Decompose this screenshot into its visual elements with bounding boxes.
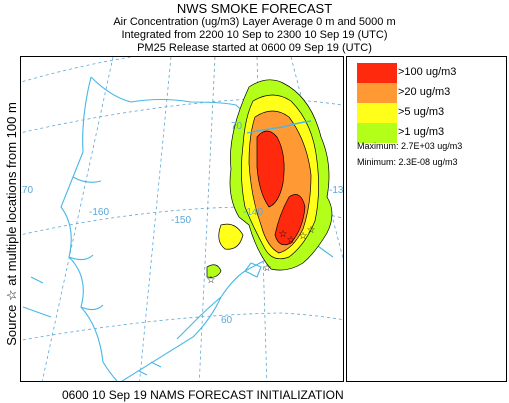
- coastline-inlets: [68, 176, 104, 311]
- source-marker: ☆: [207, 275, 216, 286]
- islands-west: [22, 276, 52, 318]
- graticule-meridian-130: [290, 57, 343, 260]
- smoke-plume: [206, 79, 333, 278]
- legend-item: >5 ug/m3: [357, 103, 507, 123]
- label-lon-170: -170: [21, 185, 33, 196]
- label-lon-160: -160: [89, 207, 109, 218]
- islands-south: [138, 361, 162, 376]
- source-location-label: Source ☆ at multiple locations from 100 …: [4, 102, 19, 346]
- forecast-initialization-footer: 0600 10 Sep 19 NAMS FORECAST INITIALIZAT…: [62, 388, 344, 402]
- graticule-parallel-60: [21, 312, 343, 341]
- graticule-meridian-170: [41, 57, 114, 381]
- graticule-parallel-70: [21, 57, 134, 83]
- label-lon-150: -150: [171, 215, 191, 226]
- kodiak-island: [244, 262, 262, 278]
- release-start-line: PM25 Release started at 0600 09 Sep 19 (…: [137, 42, 372, 54]
- plume-core-north: [256, 130, 285, 208]
- minimum-value: Minimum: 2.3E-08 ug/m3: [357, 157, 458, 167]
- label-lon-130: -130: [329, 185, 344, 196]
- graticule-meridian-160: [139, 57, 172, 381]
- legend-label: >5 ug/m3: [398, 106, 445, 118]
- legend-label: >20 ug/m3: [398, 86, 451, 98]
- label-lon-140: -140: [243, 207, 263, 218]
- source-marker: ☆: [287, 235, 296, 246]
- graticule-labels: -170 -160 -150 -140 -130 60 70: [21, 121, 344, 326]
- source-marker: ☆: [299, 231, 308, 242]
- graticule-parallel-mid: [21, 206, 343, 236]
- legend-label: >1 ug/m3: [398, 126, 445, 138]
- legend-label: >100 ug/m3: [398, 66, 457, 78]
- concentration-legend: >100 ug/m3 >20 ug/m3 >5 ug/m3 >1 ug/m3 M…: [346, 56, 507, 382]
- plume-spot-west: [218, 223, 244, 250]
- plume-spot-sw: [206, 264, 222, 278]
- legend-swatch: [357, 83, 397, 103]
- legend-swatch: [357, 63, 397, 83]
- legend-swatch: [357, 123, 397, 143]
- concentration-layer-line: Air Concentration (ug/m3) Layer Average …: [113, 16, 396, 28]
- legend-item: >100 ug/m3: [357, 63, 507, 83]
- coastline-west: [60, 76, 118, 381]
- forecast-title: NWS SMOKE FORECAST: [176, 1, 333, 16]
- legend-item: >20 ug/m3: [357, 83, 507, 103]
- graticule-parallel-upper: [21, 98, 343, 134]
- source-marker: ☆: [307, 225, 316, 236]
- label-lat-70: 70: [231, 121, 243, 132]
- plume-core-south: [274, 194, 306, 246]
- smoke-map-svg: ☆ ☆ ☆ ☆ ☆ ☆ -170 -160 -150 -140 -130 60 …: [21, 57, 344, 381]
- label-lat-60: 60: [221, 315, 233, 326]
- legend-swatch: [357, 103, 397, 123]
- source-marker: ☆: [263, 263, 272, 274]
- alaska-peninsula: [176, 296, 222, 340]
- integration-period-line: Integrated from 2200 10 Sep to 2300 10 S…: [121, 29, 388, 41]
- source-markers: ☆ ☆ ☆ ☆ ☆ ☆: [207, 225, 316, 286]
- river-yukon: [246, 120, 312, 134]
- legend-item: >1 ug/m3: [357, 123, 507, 143]
- graticule-meridian-150: [198, 57, 216, 381]
- source-marker: ☆: [279, 229, 288, 240]
- smoke-map: ☆ ☆ ☆ ☆ ☆ ☆ -170 -160 -150 -140 -130 60 …: [20, 56, 344, 382]
- maximum-value: Maximum: 2.7E+03 ug/m3: [357, 141, 463, 151]
